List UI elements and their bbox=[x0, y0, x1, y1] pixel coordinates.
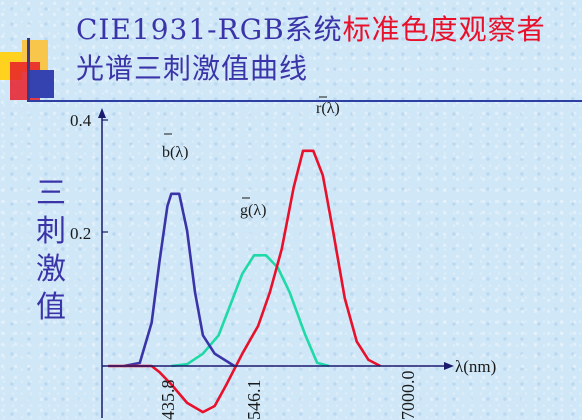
x-tick-label: 435.8 bbox=[158, 380, 178, 420]
title-part1: CIE1931-RGB系统 bbox=[76, 13, 343, 46]
logo-graphic bbox=[0, 38, 54, 102]
y-axis-label-char: 刺 bbox=[36, 214, 66, 249]
b-series-label: b(λ) bbox=[162, 144, 188, 161]
logo-vertical-bar bbox=[27, 38, 30, 102]
y-axis-label-char: 激 bbox=[36, 252, 66, 287]
x-tick-label: 7000.0 bbox=[398, 371, 418, 420]
y-axis-label-char: 三 bbox=[36, 176, 66, 211]
g-curve bbox=[171, 254, 330, 368]
page-title: CIE1931-RGB系统标准色度观察者 bbox=[76, 8, 546, 48]
r-curve bbox=[108, 149, 381, 414]
logo-blue-square bbox=[28, 70, 54, 98]
title-part2: 标准色度观察者 bbox=[342, 13, 546, 46]
y-axis-label-char: 值 bbox=[36, 290, 66, 325]
g-series-label: g(λ) bbox=[240, 202, 266, 219]
b-curve bbox=[123, 192, 236, 368]
y-axis-label: 三 刺 激 值 bbox=[34, 175, 68, 327]
r-series-label: r(λ) bbox=[316, 100, 340, 117]
y-axis-arrow bbox=[98, 108, 106, 118]
x-tick-label: 546.1 bbox=[244, 380, 264, 420]
y-tick-label: 0.4 bbox=[70, 111, 92, 130]
x-axis-label: λ(nm) bbox=[455, 357, 496, 376]
x-axis-arrow bbox=[444, 362, 454, 370]
title-rule bbox=[30, 100, 582, 102]
curves-group bbox=[108, 149, 381, 414]
y-tick-label: 0.2 bbox=[70, 224, 91, 243]
page-subtitle: 光谱三刺激值曲线 bbox=[76, 52, 309, 85]
